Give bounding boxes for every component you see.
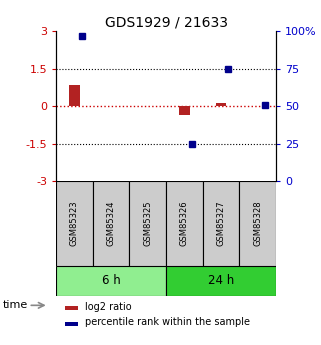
Bar	[93, 181, 129, 266]
Text: time: time	[3, 300, 29, 310]
Bar	[179, 106, 190, 115]
Text: GSM85323: GSM85323	[70, 200, 79, 246]
Text: GSM85325: GSM85325	[143, 200, 152, 246]
Bar	[129, 181, 166, 266]
Bar	[65, 306, 78, 310]
Title: GDS1929 / 21633: GDS1929 / 21633	[105, 16, 228, 30]
Bar	[239, 181, 276, 266]
Bar	[203, 181, 239, 266]
Bar	[65, 322, 78, 326]
Bar	[166, 266, 276, 296]
Text: 6 h: 6 h	[102, 274, 120, 287]
Text: GSM85327: GSM85327	[217, 200, 226, 246]
Bar	[216, 103, 226, 106]
Text: GSM85324: GSM85324	[107, 200, 116, 246]
Text: 24 h: 24 h	[208, 274, 234, 287]
Bar	[56, 181, 93, 266]
Bar	[69, 85, 80, 106]
Text: percentile rank within the sample: percentile rank within the sample	[85, 317, 250, 327]
Text: GSM85326: GSM85326	[180, 200, 189, 246]
Bar	[166, 181, 203, 266]
Bar	[56, 266, 166, 296]
Text: log2 ratio: log2 ratio	[85, 302, 131, 312]
Text: GSM85328: GSM85328	[253, 200, 262, 246]
